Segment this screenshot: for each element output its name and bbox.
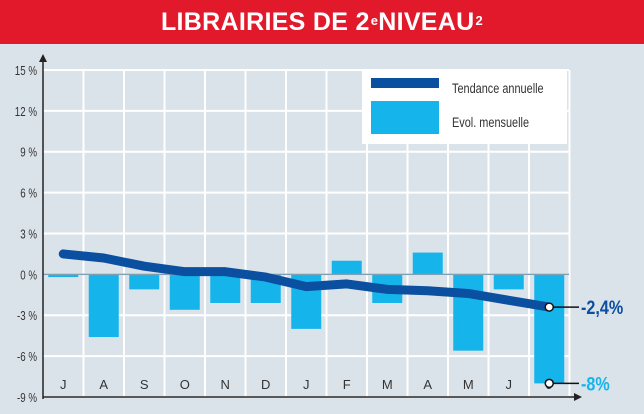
monthly-bar xyxy=(169,274,200,310)
y-tick-label: 15 % xyxy=(15,65,37,79)
annotation-marker xyxy=(544,302,554,312)
y-tick-label: 3 % xyxy=(20,228,37,242)
x-tick-label: J xyxy=(60,377,67,392)
y-tick-label: -6 % xyxy=(17,351,37,365)
y-tick-label: 6 % xyxy=(20,187,37,201)
x-tick-label: O xyxy=(180,377,190,392)
monthly-bar xyxy=(412,252,443,275)
x-tick-label: J xyxy=(303,377,310,392)
x-tick-label: D xyxy=(261,377,270,392)
legend: Tendance annuelle Evol. mensuelle xyxy=(362,70,567,144)
monthly-bar xyxy=(88,274,119,338)
x-tick-label: A xyxy=(99,377,108,392)
annotation-marker xyxy=(544,378,554,389)
title-superscript-2: 2 xyxy=(475,12,484,28)
title-text-after: NIVEAU xyxy=(378,7,475,36)
x-tick-label: J xyxy=(506,377,513,392)
monthly-bar xyxy=(129,274,160,290)
y-tick-label: -9 % xyxy=(17,392,37,406)
title-text-before: LIBRAIRIES DE 2 xyxy=(160,7,370,36)
legend-label: Tendance annuelle xyxy=(452,81,544,97)
x-axis-arrow xyxy=(574,393,582,401)
x-tick-label: M xyxy=(463,377,474,392)
legend-label: Evol. mensuelle xyxy=(452,115,529,131)
legend-swatch-trend xyxy=(371,78,439,88)
annotation-label: -8% xyxy=(581,373,610,395)
y-tick-label: 9 % xyxy=(20,147,37,161)
x-tick-label: F xyxy=(343,377,351,392)
axes: 15 % 12 % 9 % 6 % 3 % 0 % -3 % -6 % -9 % J A S O N D J F… xyxy=(15,54,582,405)
monthly-bars xyxy=(48,252,565,384)
monthly-bar xyxy=(453,274,484,351)
monthly-bar xyxy=(210,274,241,303)
trend-line-layer xyxy=(58,249,554,312)
legend-swatch-monthly xyxy=(371,101,439,134)
y-tick-label: -3 % xyxy=(17,310,37,324)
x-tick-label: N xyxy=(221,377,230,392)
x-tick-label: M xyxy=(382,377,393,392)
y-tick-label: 0 % xyxy=(20,269,37,283)
monthly-bar xyxy=(48,274,79,278)
trend-line xyxy=(58,249,554,312)
title-superscript-1: e xyxy=(370,12,379,28)
monthly-bar xyxy=(534,274,565,384)
annotations: -2,4% -8% xyxy=(544,297,623,395)
x-tick-label: S xyxy=(140,377,149,392)
y-tick-label: 12 % xyxy=(15,106,37,120)
monthly-bar xyxy=(331,260,362,275)
x-tick-label: A xyxy=(423,377,432,392)
annotation-label: -2,4% xyxy=(581,297,623,319)
y-axis-arrow xyxy=(39,54,47,62)
monthly-bar xyxy=(493,274,524,290)
